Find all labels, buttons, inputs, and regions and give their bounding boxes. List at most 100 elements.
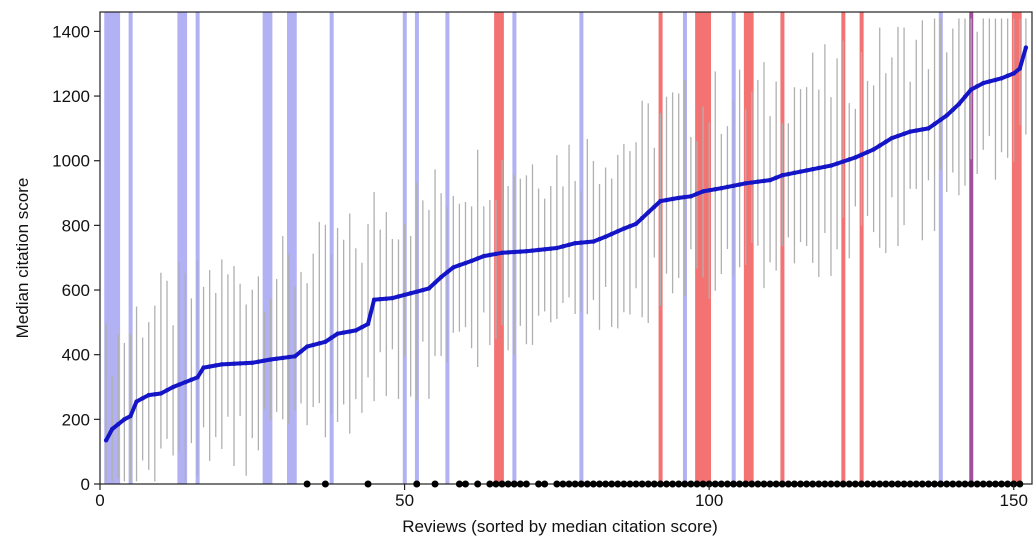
median-point: [225, 361, 231, 367]
median-point: [798, 169, 803, 174]
median-point: [451, 265, 456, 270]
median-point: [780, 173, 785, 178]
median-point: [536, 247, 541, 253]
median-point: [414, 289, 419, 294]
citation-range-bars: [105, 18, 1027, 482]
median-point: [457, 263, 462, 268]
blue-band: [262, 12, 273, 484]
marker-dot: [638, 480, 646, 488]
marker-dot: [772, 480, 780, 488]
median-point: [304, 344, 310, 349]
median-point: [670, 196, 675, 202]
marker-dot: [626, 480, 634, 488]
median-point: [725, 184, 730, 190]
median-point: [749, 180, 754, 185]
median-point: [706, 188, 712, 193]
median-point: [822, 164, 828, 169]
median-point: [420, 287, 426, 293]
marker-dot: [821, 480, 829, 488]
marker-dot: [931, 480, 939, 488]
median-point: [116, 421, 121, 427]
median-point: [505, 250, 511, 255]
marker-dot: [644, 480, 652, 488]
marker-dot: [815, 480, 823, 488]
marker-dot: [839, 480, 847, 488]
x-tick-label: 150: [1000, 491, 1028, 510]
median-point: [463, 260, 468, 266]
marker-dot: [656, 480, 664, 488]
marker-dot: [687, 480, 695, 488]
marker-dot: [827, 480, 835, 488]
red-band: [1011, 12, 1022, 484]
median-point: [280, 355, 285, 361]
median-point: [548, 246, 553, 251]
median-point: [944, 113, 949, 118]
marker-dot: [474, 480, 482, 488]
red-band: [859, 12, 864, 484]
median-point: [865, 149, 870, 155]
median-point: [469, 258, 474, 264]
marker-dot: [985, 480, 993, 488]
median-point: [286, 354, 292, 360]
marker-dot: [955, 480, 963, 488]
marker-dot: [608, 480, 616, 488]
median-point: [731, 183, 736, 188]
median-point: [341, 330, 346, 335]
median-point: [103, 438, 109, 443]
median-point: [652, 204, 657, 209]
marker-dot: [559, 480, 567, 488]
median-point: [347, 329, 352, 334]
marker-dot: [845, 480, 853, 488]
median-point: [311, 342, 316, 348]
median-point: [365, 321, 371, 327]
median-point: [682, 194, 687, 200]
median-point: [889, 135, 895, 141]
median-point: [761, 178, 767, 184]
median-point: [396, 294, 401, 299]
median-point: [183, 379, 188, 385]
marker-dot: [943, 480, 951, 488]
median-point: [292, 354, 298, 359]
blue-band: [287, 12, 297, 484]
median-point: [213, 363, 218, 368]
red-band: [841, 12, 846, 484]
marker-dot: [973, 480, 981, 488]
marker-dot: [1004, 480, 1012, 488]
median-point: [579, 240, 584, 245]
marker-dot: [742, 480, 750, 488]
median-point: [694, 191, 700, 197]
marker-dot: [614, 480, 622, 488]
marker-dot: [413, 480, 421, 488]
median-point: [639, 215, 645, 221]
median-point: [621, 226, 627, 231]
median-point: [615, 229, 620, 234]
median-point: [981, 80, 986, 86]
marker-dot: [589, 480, 597, 488]
median-point: [737, 182, 742, 187]
marker-dot: [492, 480, 500, 488]
marker-dot: [991, 480, 999, 488]
median-point: [920, 127, 925, 132]
median-point: [560, 244, 566, 249]
purple-band: [969, 12, 974, 484]
median-point: [1017, 66, 1023, 71]
median-point: [335, 331, 340, 336]
median-point: [932, 121, 937, 127]
blue-band: [938, 12, 943, 484]
marker-dot: [723, 480, 731, 488]
median-point: [755, 179, 761, 184]
marker-dot: [699, 480, 707, 488]
median-series: [103, 45, 1029, 443]
marker-dot: [455, 480, 463, 488]
median-point: [298, 349, 304, 354]
marker-dot: [675, 480, 683, 488]
median-line: [104, 47, 1028, 442]
marker-dot: [583, 480, 591, 488]
median-point: [542, 247, 547, 252]
median-point: [195, 375, 200, 380]
median-point: [810, 166, 815, 172]
marker-dot: [498, 480, 506, 488]
y-tick-label: 1000: [52, 152, 90, 171]
median-point: [871, 147, 876, 152]
median-point: [786, 171, 791, 177]
